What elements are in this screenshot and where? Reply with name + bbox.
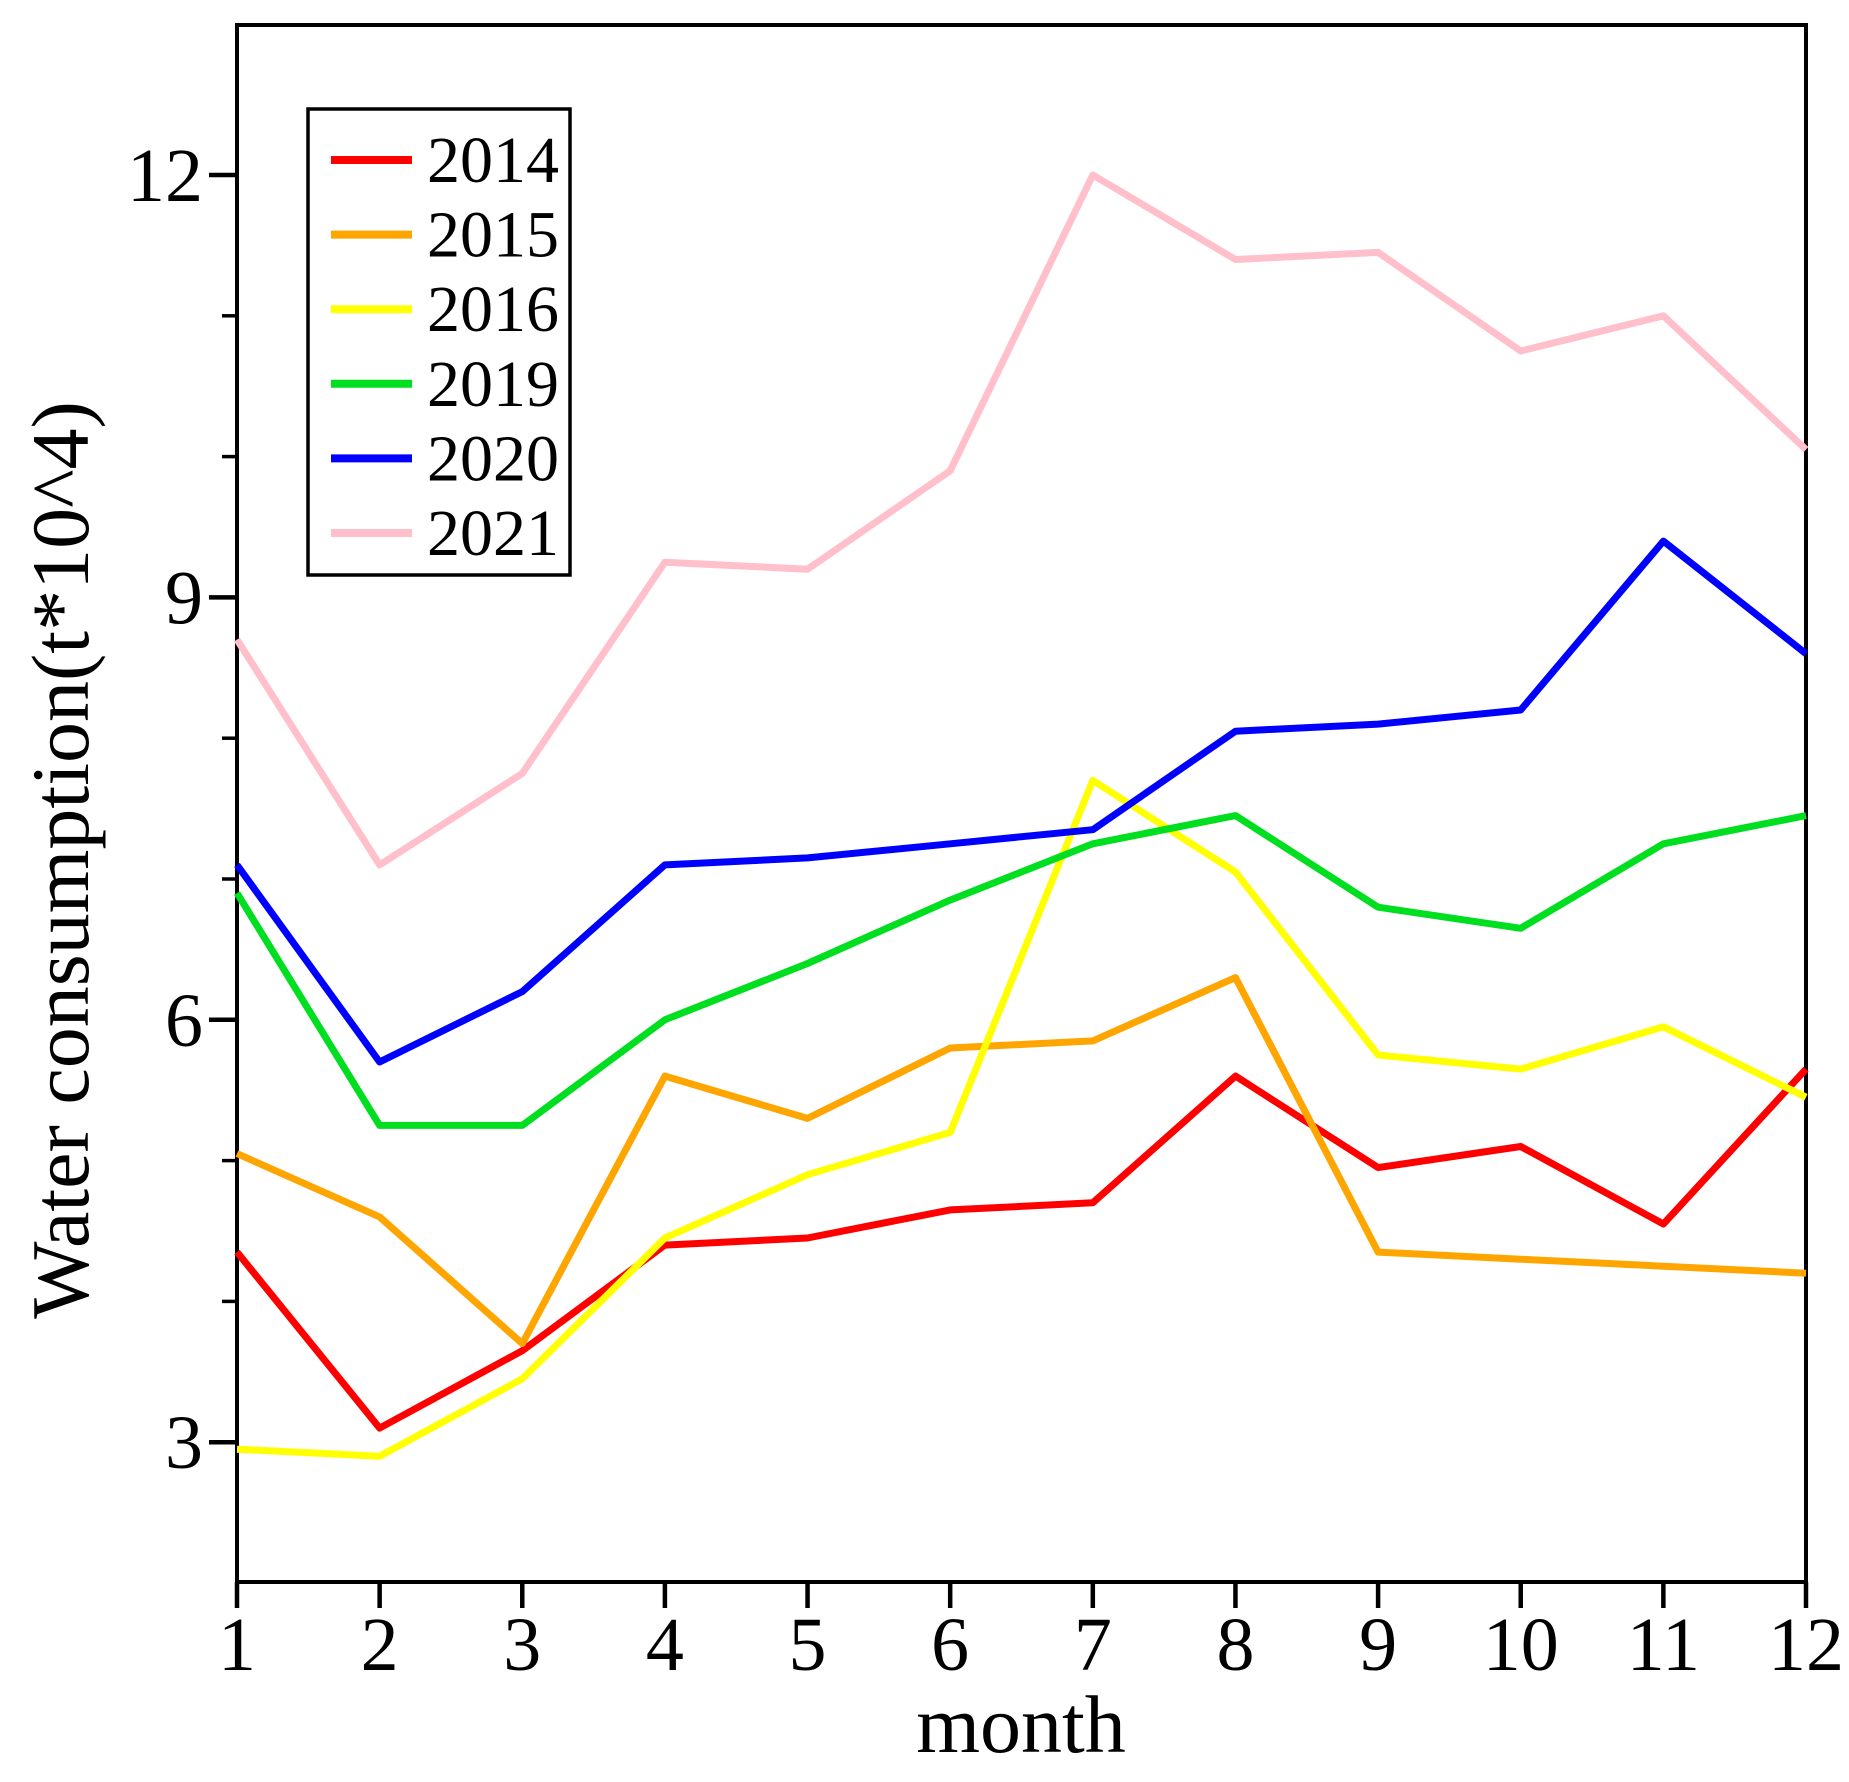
legend-label-2015: 2015 — [427, 199, 559, 272]
y-tick-label: 12 — [127, 134, 203, 218]
legend-label-2021: 2021 — [427, 497, 559, 570]
x-axis-label: month — [916, 1679, 1126, 1770]
series-line-2019 — [234, 812, 1807, 1129]
x-tick-label: 7 — [1074, 1603, 1112, 1687]
series-line-2014 — [234, 1066, 1809, 1432]
series-line-2021 — [234, 171, 1809, 869]
x-tick-label: 3 — [503, 1603, 541, 1687]
x-tick-label: 1 — [218, 1603, 256, 1687]
series-line-2016 — [236, 776, 1808, 1460]
legend-box — [306, 107, 572, 577]
series-line-2020 — [234, 537, 1809, 1066]
x-tick-label: 8 — [1216, 1603, 1254, 1687]
x-tick-label: 12 — [1768, 1603, 1844, 1687]
plot-frame — [235, 23, 1808, 1584]
legend-label-2016: 2016 — [427, 273, 559, 346]
legend-label-2019: 2019 — [427, 348, 559, 421]
x-tick-label: 2 — [361, 1603, 399, 1687]
legend-label-2014: 2014 — [427, 124, 559, 197]
x-tick-label: 4 — [646, 1603, 684, 1687]
series-line-2015 — [235, 974, 1807, 1348]
y-axis-label: Water consumption(t*10^4) — [15, 401, 106, 1319]
x-tick-label: 11 — [1627, 1603, 1700, 1687]
y-tick-label: 3 — [165, 1401, 203, 1485]
x-tick-label: 10 — [1483, 1603, 1559, 1687]
x-tick-label: 9 — [1359, 1603, 1397, 1687]
x-tick-label: 5 — [789, 1603, 827, 1687]
legend-label-2020: 2020 — [427, 422, 559, 495]
y-tick-label: 6 — [165, 979, 203, 1063]
y-tick-label: 9 — [165, 556, 203, 640]
x-tick-label: 6 — [931, 1603, 969, 1687]
